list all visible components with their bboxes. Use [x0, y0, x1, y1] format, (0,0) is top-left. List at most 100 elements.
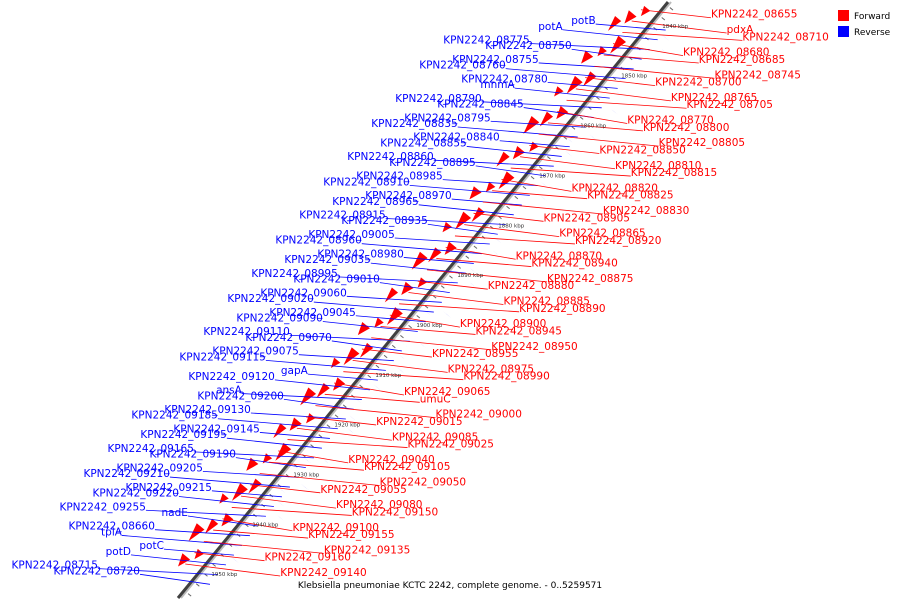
gene-label[interactable]: potB	[571, 15, 595, 27]
gene-label[interactable]: KPN2242_08845	[437, 99, 523, 111]
gene-label[interactable]: KPN2242_09220	[92, 488, 178, 500]
gene-label[interactable]: KPN2242_09090	[236, 312, 322, 324]
gene-label[interactable]: KPN2242_08790	[395, 93, 481, 105]
gene-label[interactable]: KPN2242_09040	[348, 454, 434, 466]
gene-label[interactable]: KPN2242_08885	[503, 296, 589, 308]
gene-label[interactable]: KPN2242_09005	[308, 229, 394, 241]
gene-label[interactable]: KPN2242_08820	[571, 182, 657, 194]
gene-label[interactable]: KPN2242_09195	[140, 429, 226, 441]
gene-label[interactable]: pdxA	[727, 24, 755, 36]
gene-label[interactable]: KPN2242_09190	[149, 449, 235, 461]
gene-label[interactable]: KPN2242_08760	[419, 60, 505, 72]
gene-label[interactable]: KPN2242_08780	[461, 73, 547, 85]
gene-label[interactable]: KPN2242_08765	[671, 92, 757, 104]
gene-label[interactable]: KPN2242_08935	[341, 215, 427, 227]
gene-label[interactable]: KPN2242_08705	[687, 99, 773, 111]
gene-label[interactable]: nadE	[162, 507, 188, 519]
gene-label[interactable]: KPN2242_08805	[659, 137, 745, 149]
gene-label[interactable]: KPN2242_08700	[655, 77, 741, 89]
gene-label[interactable]: KPN2242_08980	[317, 248, 403, 260]
gene-label[interactable]: KPN2242_09185	[131, 410, 217, 422]
gene-label[interactable]: KPN2242_09255	[59, 501, 145, 513]
gene-label[interactable]: KPN2242_08745	[714, 69, 800, 81]
gene-label[interactable]: KPN2242_09025	[408, 439, 494, 451]
gene-label[interactable]: ansA	[216, 385, 243, 397]
gene-label[interactable]: KPN2242_08850	[599, 144, 685, 156]
gene-label[interactable]: KPN2242_08870	[516, 250, 602, 262]
gene-label[interactable]: KPN2242_08770	[627, 115, 713, 127]
gene-label[interactable]: KPN2242_09215	[125, 482, 211, 494]
gene-label[interactable]: KPN2242_09200	[197, 390, 283, 402]
gene-label[interactable]: KPN2242_09140	[280, 567, 366, 579]
gene-label[interactable]: KPN2242_08830	[603, 205, 689, 217]
gene-label[interactable]: KPN2242_08680	[683, 47, 769, 59]
gene-label[interactable]: KPN2242_08755	[452, 54, 538, 66]
gene-label[interactable]: umuC	[420, 393, 451, 405]
gene-label[interactable]: KPN2242_09205	[116, 462, 202, 474]
gene-label[interactable]: KPN2242_09075	[212, 346, 298, 358]
gene-label[interactable]: KPN2242_09065	[404, 386, 490, 398]
gene-label[interactable]: KPN2242_08835	[371, 118, 457, 130]
gene-label[interactable]: potD	[106, 546, 131, 558]
gene-label[interactable]: KPN2242_08775	[443, 34, 529, 46]
gene-label[interactable]: KPN2242_08890	[519, 303, 605, 315]
gene-label[interactable]: KPN2242_08795	[404, 112, 490, 124]
gene-label[interactable]: mnmA	[480, 79, 515, 91]
gene-label[interactable]: potC	[139, 540, 164, 552]
gene-label[interactable]: KPN2242_09010	[293, 274, 379, 286]
gene-label[interactable]: KPN2242_09060	[260, 287, 346, 299]
gene-label[interactable]: KPN2242_08880	[488, 280, 574, 292]
gene-label[interactable]: KPN2242_08895	[389, 157, 475, 169]
gene-label[interactable]: KPN2242_08715	[12, 560, 98, 572]
gene-label[interactable]: KPN2242_08815	[631, 167, 717, 179]
gene-label[interactable]: KPN2242_08985	[356, 171, 442, 183]
gene-label[interactable]: KPN2242_09160	[265, 552, 351, 564]
gene-label[interactable]: KPN2242_08960	[275, 235, 361, 247]
gene-label[interactable]: KPN2242_09150	[352, 506, 438, 518]
gene-label[interactable]: KPN2242_08910	[323, 176, 409, 188]
gene-label[interactable]: KPN2242_08750	[485, 40, 571, 52]
gene-label[interactable]: potA	[538, 21, 563, 33]
gene-label[interactable]: KPN2242_08660	[68, 521, 154, 533]
gene-label[interactable]: tpiA	[101, 526, 123, 538]
gene-label[interactable]: KPN2242_09045	[269, 307, 355, 319]
gene-label[interactable]: KPN2242_08995	[251, 268, 337, 280]
gene-label[interactable]: KPN2242_08965	[332, 196, 418, 208]
gene-label[interactable]: KPN2242_09155	[308, 529, 394, 541]
gene-label[interactable]: KPN2242_08905	[544, 212, 630, 224]
gene-label[interactable]: KPN2242_08840	[413, 132, 499, 144]
gene-label[interactable]: KPN2242_08900	[460, 318, 546, 330]
gene-label[interactable]: KPN2242_08810	[615, 160, 701, 172]
gene-label[interactable]: KPN2242_08860	[347, 151, 433, 163]
gene-label[interactable]: KPN2242_09080	[336, 499, 422, 511]
gene-label[interactable]: KPN2242_08865	[559, 228, 645, 240]
gene-label[interactable]: KPN2242_08685	[699, 54, 785, 66]
gene-label[interactable]: KPN2242_08945	[476, 325, 562, 337]
gene-label[interactable]: KPN2242_08655	[711, 9, 797, 21]
gene-label[interactable]: KPN2242_09015	[376, 416, 462, 428]
gene-label[interactable]: KPN2242_09055	[320, 484, 406, 496]
gene-label[interactable]: KPN2242_09145	[173, 423, 259, 435]
gene-label[interactable]: KPN2242_09020	[227, 293, 313, 305]
gene-label[interactable]: KPN2242_08720	[54, 565, 140, 577]
gene-label[interactable]: KPN2242_09130	[164, 404, 250, 416]
gene-label[interactable]: KPN2242_08950	[491, 341, 577, 353]
gene-label[interactable]: KPN2242_08970	[365, 190, 451, 202]
gene-label[interactable]: KPN2242_09000	[435, 409, 521, 421]
gene-label[interactable]: KPN2242_09115	[179, 351, 265, 363]
gene-label[interactable]: KPN2242_09035	[284, 254, 370, 266]
gene-label[interactable]: gapA	[281, 365, 309, 377]
gene-label[interactable]: KPN2242_09110	[203, 326, 289, 338]
gene-label[interactable]: KPN2242_08875	[547, 273, 633, 285]
gene-label[interactable]: KPN2242_09135	[324, 544, 410, 556]
gene-label[interactable]: KPN2242_08855	[380, 137, 466, 149]
gene-label[interactable]: KPN2242_09100	[292, 522, 378, 534]
gene-label[interactable]: KPN2242_08940	[531, 258, 617, 270]
gene-label[interactable]: KPN2242_09210	[83, 468, 169, 480]
gene-label[interactable]: KPN2242_08915	[299, 210, 385, 222]
gene-label[interactable]: KPN2242_09165	[107, 443, 193, 455]
gene-label[interactable]: KPN2242_08825	[587, 190, 673, 202]
gene-label[interactable]: KPN2242_08800	[643, 122, 729, 134]
gene-label[interactable]: KPN2242_09105	[364, 461, 450, 473]
gene-label[interactable]: KPN2242_09085	[392, 431, 478, 443]
